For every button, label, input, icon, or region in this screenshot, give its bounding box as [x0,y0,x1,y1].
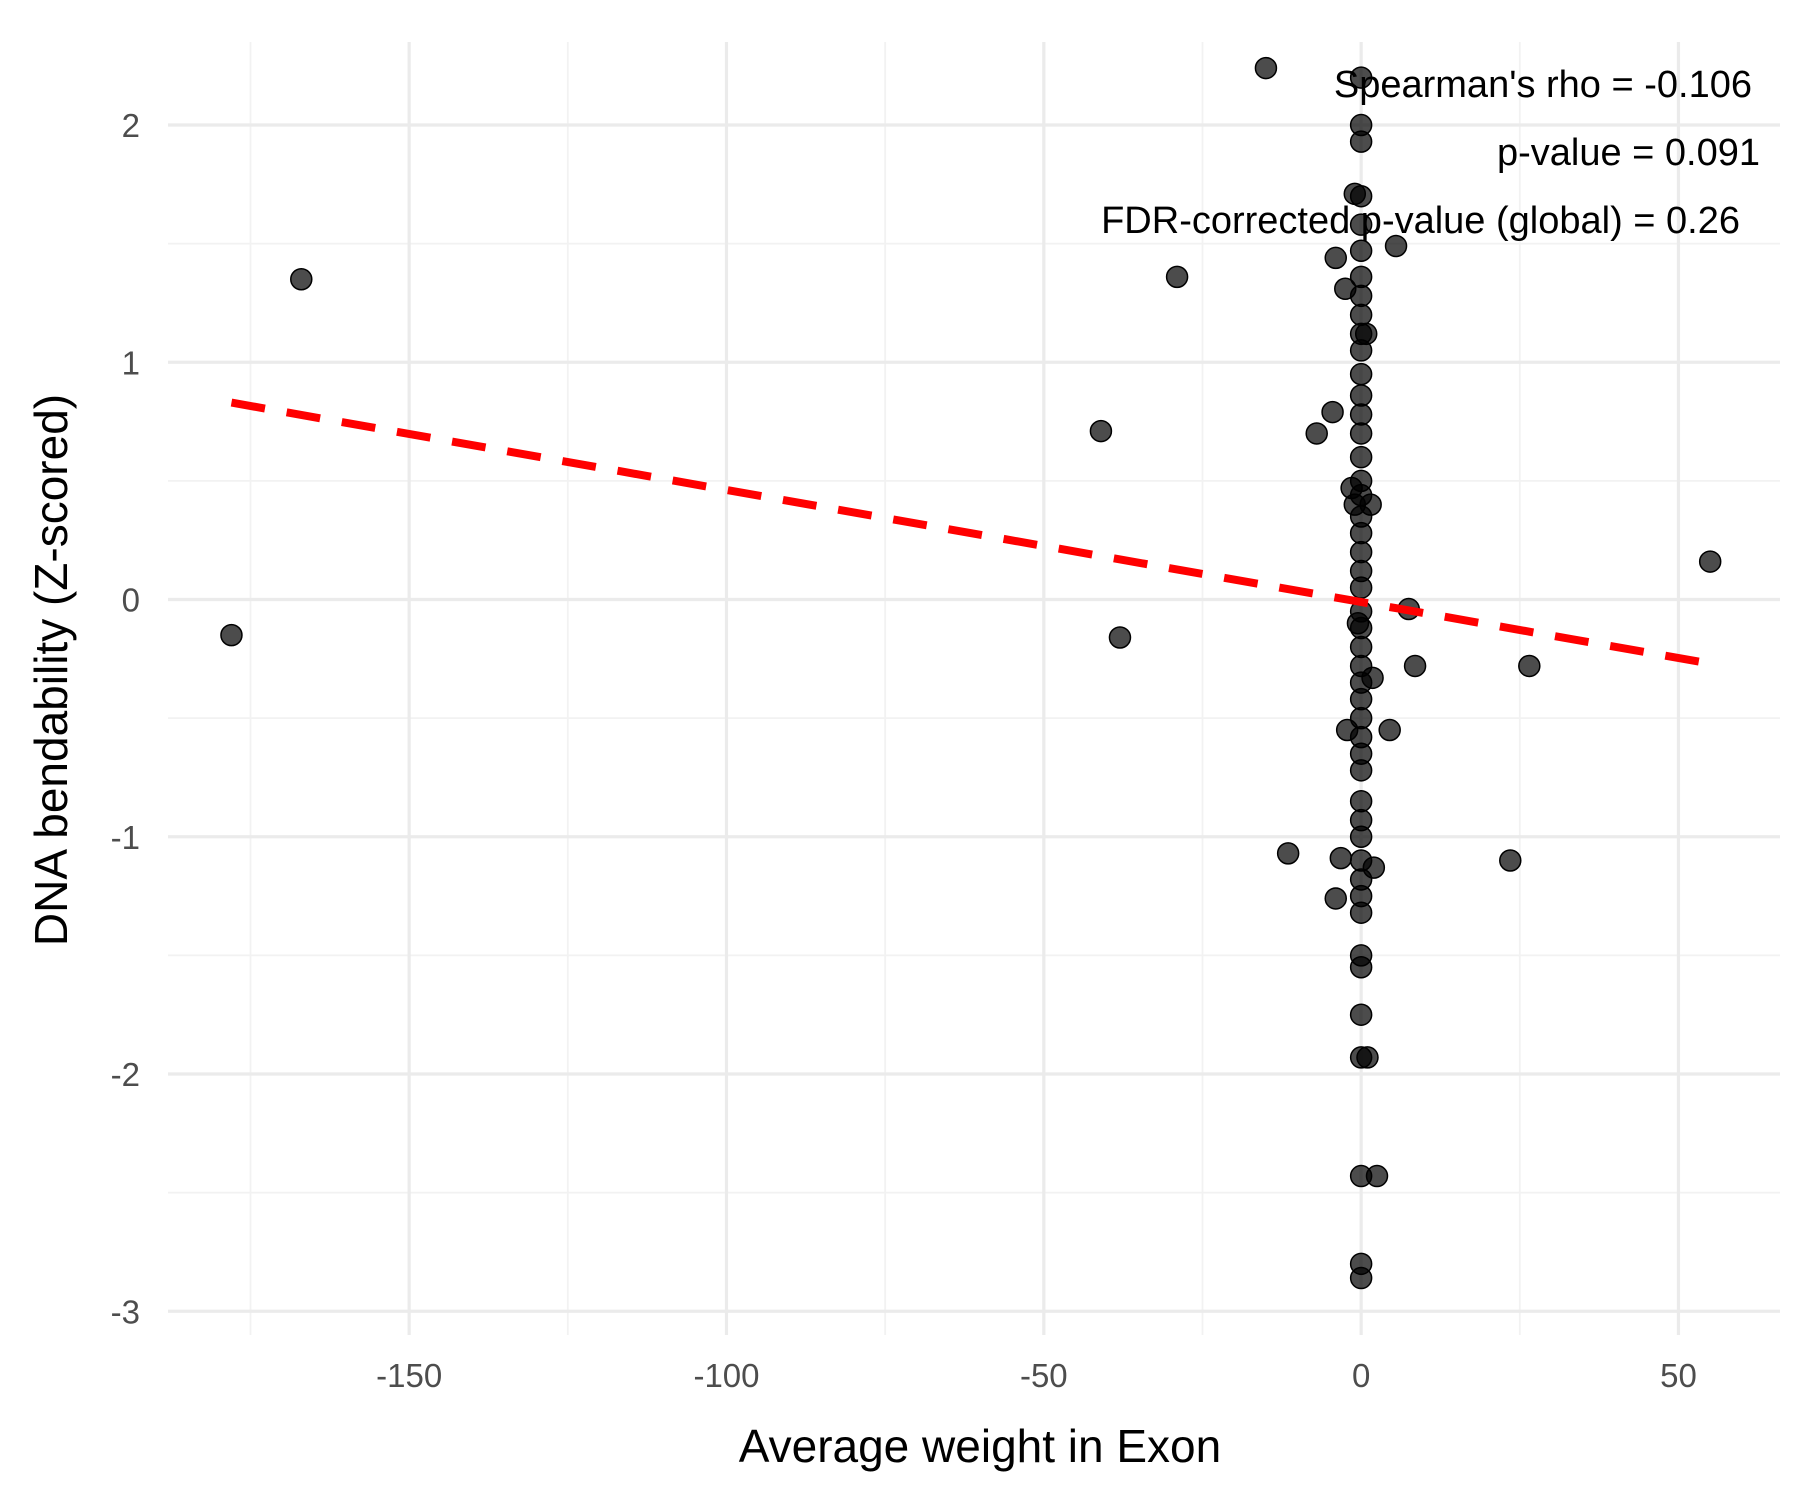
data-point [1349,616,1373,640]
x-tick-label: 50 [1660,1357,1697,1394]
data-point [1349,265,1373,289]
data-point [1349,706,1373,730]
x-tick-label: -50 [1020,1357,1068,1394]
data-point [1349,403,1373,426]
data-point [1349,1266,1373,1290]
x-tick-labels: -150 -100 -50 0 50 [376,1357,1697,1394]
data-point [1349,66,1373,89]
data-point [1349,635,1373,659]
data-point [1403,654,1427,678]
data-point [1089,419,1113,443]
x-tick-label: -100 [693,1357,759,1394]
data-point [1349,213,1373,236]
data-point [1349,362,1373,386]
data-point [1349,130,1373,153]
data-point [1276,842,1300,865]
y-tick-label: -2 [111,1056,140,1093]
data-point [1378,718,1401,742]
annotation-fdr: FDR-corrected p-value (global) = 0.26 [1101,200,1740,242]
data-point [1349,825,1373,849]
data-point [1324,887,1347,910]
data-point [1349,1046,1373,1069]
y-tick-label: -3 [111,1293,140,1330]
data-point [1349,521,1373,545]
trend-line [230,398,1711,668]
data-point [1349,1003,1373,1026]
data-point [1321,400,1344,424]
y-axis-title: DNA bendability (Z-scored) [25,394,77,946]
data-point [1698,550,1722,573]
data-point [1349,284,1373,308]
data-point [1349,239,1373,263]
y-tick-labels: -3 -2 -1 0 1 2 [111,107,140,1330]
annotation-pvalue: p-value = 0.091 [1497,132,1760,174]
data-point [1108,626,1132,649]
x-tick-label: -150 [376,1357,442,1394]
data-point [1349,849,1373,872]
y-tick-label: 0 [122,582,140,619]
data-point [1165,265,1189,289]
y-tick-label: 2 [122,107,140,144]
data-point [1349,445,1373,469]
data-point [1349,789,1373,813]
data-points [220,56,1722,1290]
x-tick-label: 0 [1352,1357,1370,1394]
data-point [1349,483,1373,507]
data-point [1349,303,1373,327]
data-point [1349,901,1373,924]
data-point [1349,384,1373,407]
data-point [220,623,243,647]
data-point [1349,339,1373,362]
y-tick-label: 1 [122,344,140,381]
data-point [1349,422,1373,445]
data-point [1349,540,1373,564]
data-point [290,267,313,291]
data-point [1349,759,1373,782]
stats-annotations: Spearman's rho = -0.106 p-value = 0.091 … [1101,64,1760,242]
data-point [1518,654,1541,678]
data-point [1499,849,1522,872]
data-point [1349,1164,1373,1188]
y-tick-label: -1 [111,819,140,856]
x-axis-title: Average weight in Exon [739,1420,1221,1472]
data-point [1349,687,1373,711]
data-point [1305,422,1328,445]
data-point [1329,846,1353,870]
annotation-rho: Spearman's rho = -0.106 [1334,64,1752,106]
data-point [1384,234,1408,258]
data-point [1254,56,1278,80]
data-point [1349,576,1373,599]
data-point [1349,956,1373,979]
data-point [1349,184,1373,208]
data-point [1324,246,1347,270]
